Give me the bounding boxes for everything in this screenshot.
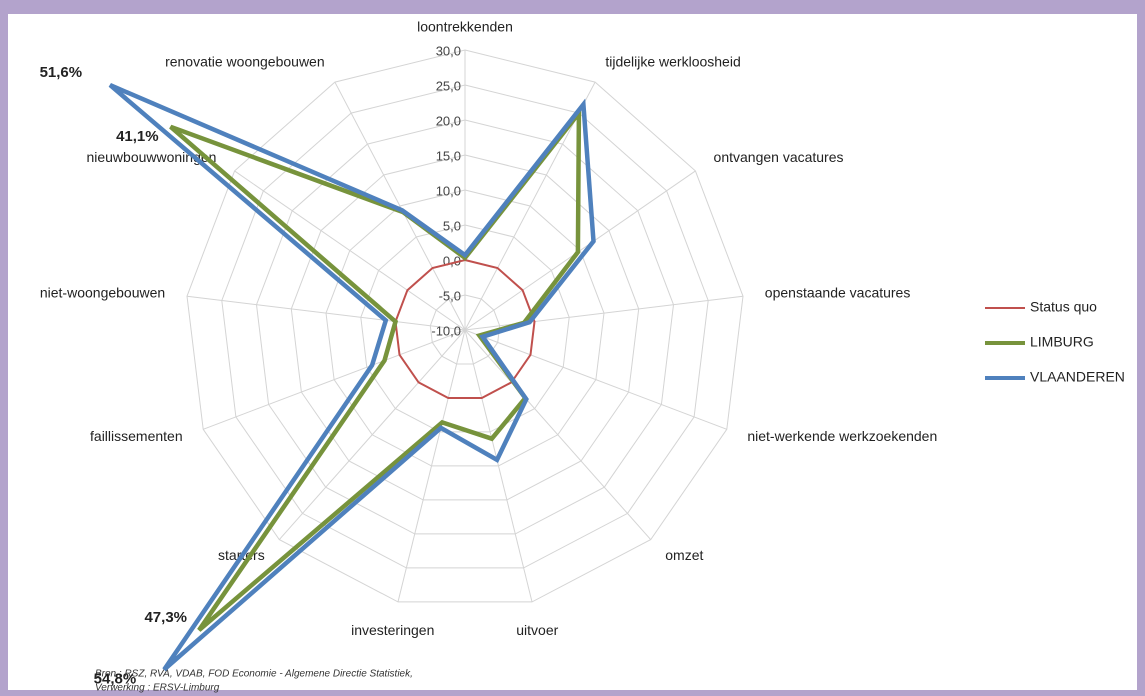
spoke (464, 170, 696, 331)
value-label: 51,6% (40, 64, 83, 81)
axis-label: niet-woongebouwen (40, 284, 165, 300)
source-line: Verwerking : ERSV-Limburg (95, 683, 220, 694)
spoke (464, 329, 727, 430)
axis-label: openstaande vacatures (765, 284, 911, 300)
axis-label: nieuwbouwwoningen (86, 149, 216, 165)
grid-ring (186, 49, 744, 603)
y-tick-label: 25,0 (436, 78, 461, 93)
series-line (169, 106, 582, 632)
value-label: 54,8% (94, 670, 137, 687)
legend-label: LIMBURG (1030, 334, 1094, 350)
value-label: 47,3% (144, 609, 187, 626)
series-line (394, 258, 536, 399)
legend-label: VLAANDEREN (1030, 369, 1125, 385)
spoke (203, 329, 466, 430)
spoke (397, 329, 466, 602)
axis-label: loontrekkenden (417, 19, 513, 35)
axis-label: renovatie woongebouwen (165, 53, 325, 69)
grid-ring (290, 154, 640, 501)
axis-label: ontvangen vacatures (714, 149, 844, 165)
spoke (186, 295, 466, 331)
axis-label: investeringen (351, 622, 434, 638)
axis-label: niet-werkende werkzoekenden (747, 428, 937, 444)
spoke (464, 329, 533, 602)
spoke (234, 170, 466, 331)
axis-label: uitvoer (516, 622, 558, 638)
grid-ring (429, 294, 501, 365)
y-tick-label: -10,0 (431, 323, 461, 338)
grid-ring (325, 189, 605, 467)
y-tick-label: 5,0 (443, 218, 461, 233)
legend-label: Status quo (1030, 299, 1097, 315)
y-tick-label: 20,0 (436, 113, 461, 128)
axis-label: faillissementen (90, 428, 183, 444)
chart-panel (8, 14, 1137, 690)
y-tick-label: 10,0 (436, 183, 461, 198)
value-label: 41,1% (116, 128, 159, 145)
spoke (278, 329, 466, 540)
y-tick-label: 15,0 (436, 148, 461, 163)
spoke (334, 81, 466, 331)
spoke (464, 329, 652, 540)
series-line (108, 83, 596, 672)
axis-label: omzet (665, 547, 703, 563)
source-line: Bron : RSZ, RVA, VDAB, FOD Economie - Al… (95, 669, 413, 680)
y-tick-label: 30,0 (436, 43, 461, 58)
y-tick-label: -5,0 (439, 288, 461, 303)
axis-label: tijdelijke werkloosheid (605, 53, 740, 69)
